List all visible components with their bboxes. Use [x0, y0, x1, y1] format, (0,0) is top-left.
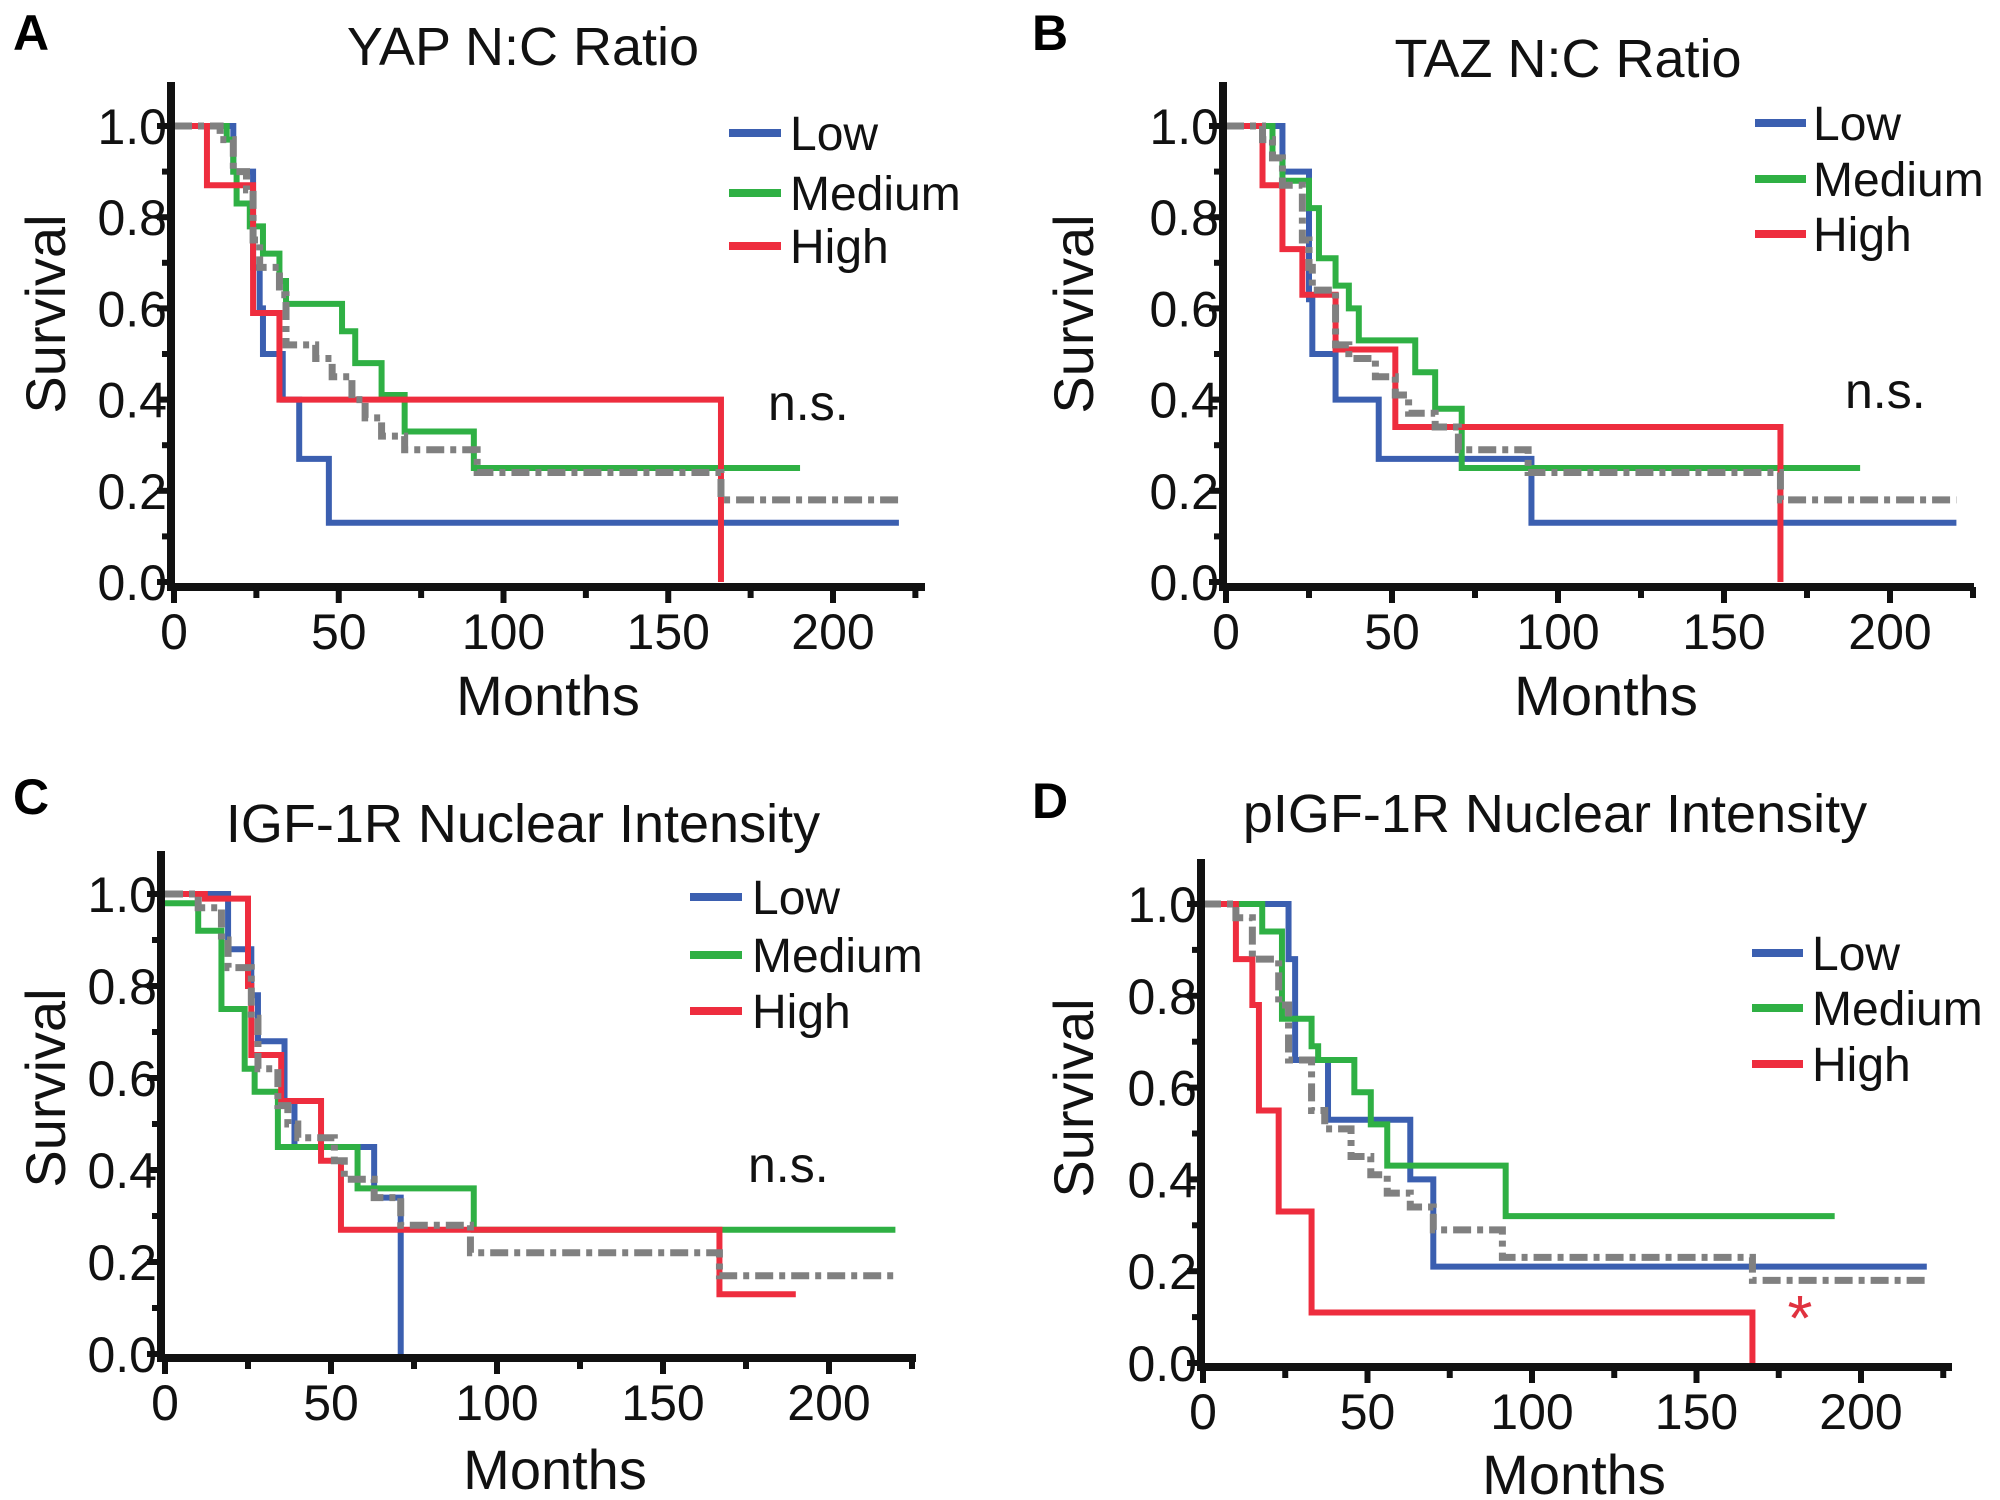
series-line-overall — [1226, 122, 1957, 504]
y-tick-label: 0.6 — [1127, 1061, 1197, 1117]
y-axis-label: Survival — [14, 214, 77, 413]
y-tick-label: 1.0 — [87, 867, 157, 923]
y-tick-label: 0.0 — [1127, 1336, 1197, 1392]
y-tick-label: 0.4 — [87, 1143, 157, 1199]
series-line-overall — [1203, 900, 1927, 1284]
chart-title: IGF-1R Nuclear Intensity — [226, 794, 820, 854]
y-axis-label: Survival — [1042, 214, 1105, 413]
km-plot-c: C IGF-1R Nuclear Intensity 0.0 0.2 0.4 0.6 0.8… — [13, 769, 923, 1500]
y-axis-label: Survival — [14, 988, 77, 1187]
y-tick-label: 0.2 — [1127, 1244, 1197, 1300]
x-tick-label: 50 — [1340, 1384, 1396, 1440]
y-tick-label: 0.8 — [1149, 190, 1219, 246]
y-tick-label: 0.8 — [97, 190, 167, 246]
legend-label-high: High — [790, 221, 889, 274]
series-line-medium — [165, 900, 896, 1233]
legend-label-high: High — [1812, 1039, 1911, 1092]
significance-annotation: * — [1788, 1282, 1813, 1354]
km-plot-a: A YAP N:C Ratio 0.0 0.2 0.4 0.6 0.8 1.0 0 50 100 15… — [13, 5, 961, 727]
legend-label-medium: Medium — [1812, 983, 1983, 1036]
x-tick-label: 150 — [627, 604, 710, 660]
x-tick-label: 50 — [1364, 604, 1420, 660]
km-plot-b: B TAZ N:C Ratio 0.0 0.2 0.4 0.6 0.8 1.0 0 50 100 15… — [1032, 5, 1984, 727]
significance-annotation: n.s. — [748, 1137, 829, 1193]
legend-label-medium: Medium — [752, 930, 923, 983]
significance-annotation: n.s. — [768, 375, 849, 431]
series-line-medium — [174, 123, 801, 471]
y-tick-label: 0.0 — [1149, 555, 1219, 611]
panel-letter: B — [1032, 5, 1068, 61]
panel-c: C IGF-1R Nuclear Intensity 0.0 0.2 0.4 0.6 0.8… — [0, 750, 1000, 1500]
panel-b: B TAZ N:C Ratio 0.0 0.2 0.4 0.6 0.8 1.0 0 50 100 15… — [1000, 0, 2000, 750]
x-tick-label: 100 — [1490, 1384, 1573, 1440]
x-axis-label: Months — [463, 1438, 647, 1500]
y-tick-label: 0.2 — [87, 1235, 157, 1291]
x-tick-label: 200 — [787, 1375, 870, 1431]
series-line-medium — [1203, 901, 1835, 1220]
y-tick-label: 1.0 — [97, 99, 167, 155]
legend-label-low: Low — [1813, 98, 1901, 151]
y-tick-label: 0.6 — [97, 281, 167, 337]
series-line-low — [1203, 901, 1927, 1270]
series-line-overall — [165, 890, 896, 1280]
x-tick-label: 200 — [1819, 1384, 1902, 1440]
x-tick-label: 150 — [1682, 604, 1765, 660]
panel-a: A YAP N:C Ratio 0.0 0.2 0.4 0.6 0.8 1.0 0 50 100 15… — [0, 0, 1000, 750]
series-line-low — [165, 891, 404, 1354]
y-tick-label: 0.2 — [97, 464, 167, 520]
x-tick-label: 200 — [1848, 604, 1931, 660]
panel-letter: D — [1032, 773, 1068, 829]
legend-label-medium: Medium — [790, 168, 961, 221]
panel-letter: A — [13, 5, 49, 61]
legend-label-low: Low — [1812, 928, 1900, 981]
y-tick-label: 0.8 — [1127, 969, 1197, 1025]
y-tick-label: 0.4 — [1127, 1152, 1197, 1208]
x-axis-label: Months — [456, 664, 640, 727]
y-tick-label: 0.6 — [87, 1051, 157, 1107]
x-axis-label: Months — [1482, 1443, 1666, 1500]
y-tick-label: 0.2 — [1149, 464, 1219, 520]
significance-annotation: n.s. — [1845, 363, 1926, 419]
x-tick-label: 0 — [1212, 604, 1240, 660]
x-tick-label: 100 — [462, 604, 545, 660]
x-tick-label: 200 — [791, 604, 874, 660]
panel-letter: C — [13, 769, 49, 825]
x-tick-label: 150 — [621, 1375, 704, 1431]
legend-label-medium: Medium — [1813, 154, 1984, 207]
chart-title: pIGF-1R Nuclear Intensity — [1243, 784, 1867, 844]
legend-label-high: High — [1813, 209, 1912, 262]
legend-label-high: High — [752, 986, 851, 1039]
series-line-low — [1226, 123, 1957, 526]
x-tick-label: 100 — [1516, 604, 1599, 660]
series-line-high — [174, 123, 724, 582]
legend-label-low: Low — [752, 872, 840, 925]
x-tick-label: 0 — [160, 604, 188, 660]
x-tick-label: 150 — [1655, 1384, 1738, 1440]
series-line-overall — [174, 122, 899, 504]
y-tick-label: 0.0 — [97, 555, 167, 611]
y-tick-label: 0.4 — [1149, 373, 1219, 429]
x-tick-label: 0 — [151, 1375, 179, 1431]
x-tick-label: 0 — [1189, 1384, 1217, 1440]
chart-title: YAP N:C Ratio — [347, 17, 699, 77]
series-line-high — [1226, 123, 1784, 582]
chart-title: TAZ N:C Ratio — [1394, 29, 1741, 89]
y-tick-label: 1.0 — [1127, 877, 1197, 933]
series-line-high — [1203, 901, 1756, 1363]
x-tick-label: 50 — [303, 1375, 359, 1431]
x-tick-label: 100 — [455, 1375, 538, 1431]
legend-label-low: Low — [790, 108, 878, 161]
y-axis-label: Survival — [1042, 998, 1105, 1197]
y-tick-label: 0.4 — [97, 373, 167, 429]
y-tick-label: 0.8 — [87, 959, 157, 1015]
y-tick-label: 0.0 — [87, 1327, 157, 1383]
y-tick-label: 0.6 — [1149, 281, 1219, 337]
x-tick-label: 50 — [311, 604, 367, 660]
y-tick-label: 1.0 — [1149, 99, 1219, 155]
x-axis-label: Months — [1514, 664, 1698, 727]
